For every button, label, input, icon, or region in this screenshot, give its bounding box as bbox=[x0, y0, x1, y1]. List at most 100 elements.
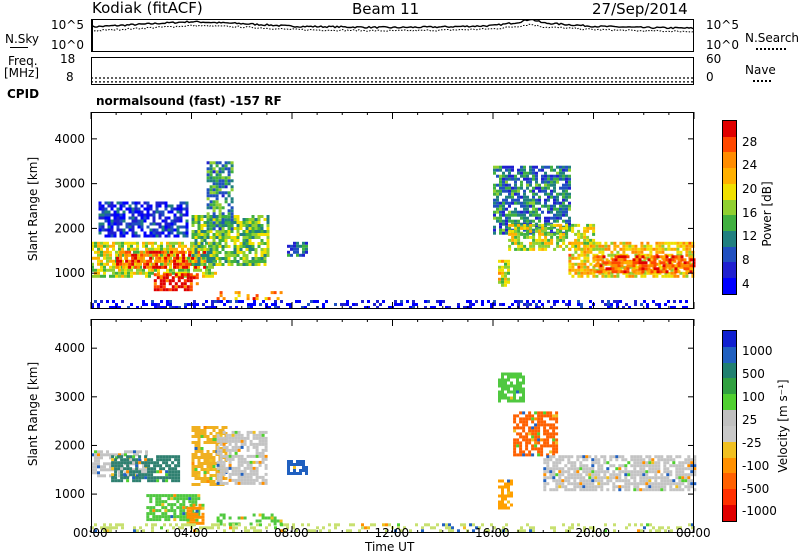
cell-4 bbox=[218, 206, 222, 210]
cell-2 bbox=[186, 273, 190, 277]
cell-0 bbox=[106, 253, 109, 257]
cell-9 bbox=[529, 219, 532, 223]
cell-2 bbox=[170, 509, 174, 513]
cell-5 bbox=[158, 234, 162, 238]
cell-7 bbox=[287, 469, 290, 472]
cell-9 bbox=[535, 165, 538, 169]
cell-13 bbox=[166, 300, 169, 303]
cell-10 bbox=[538, 247, 542, 251]
cell-9 bbox=[549, 417, 553, 421]
cell-0 bbox=[202, 274, 205, 278]
cell-3 bbox=[194, 248, 198, 251]
cell-3 bbox=[186, 506, 190, 510]
cell-9 bbox=[520, 183, 523, 187]
cell-1 bbox=[155, 262, 159, 266]
cell-11 bbox=[576, 467, 580, 471]
cell-6 bbox=[261, 439, 265, 443]
cell-9 bbox=[493, 168, 496, 172]
cell-0 bbox=[97, 250, 100, 254]
freq-left-tick-top: 18 bbox=[60, 52, 76, 66]
cell-1 bbox=[179, 250, 183, 254]
cell-9 bbox=[505, 216, 508, 220]
cell-11 bbox=[591, 482, 595, 486]
cell-11 bbox=[640, 244, 644, 248]
cell-10 bbox=[519, 396, 522, 400]
cell-4 bbox=[191, 459, 195, 462]
cell-13 bbox=[526, 306, 529, 309]
cell-2 bbox=[156, 273, 160, 277]
cell-0 bbox=[157, 253, 160, 257]
cell-12 bbox=[620, 255, 624, 259]
cell-10 bbox=[508, 247, 512, 251]
cell-11 bbox=[619, 253, 623, 257]
cell-11 bbox=[639, 455, 643, 459]
cell-9 bbox=[553, 180, 556, 184]
cell-4 bbox=[224, 191, 228, 195]
cell-6 bbox=[237, 472, 241, 476]
cell-12 bbox=[659, 255, 663, 259]
cell-4 bbox=[224, 185, 228, 189]
cell-3 bbox=[224, 254, 228, 257]
cell-12 bbox=[623, 258, 627, 262]
cell-11 bbox=[633, 461, 637, 465]
cell-3 bbox=[251, 227, 255, 230]
cell-12 bbox=[658, 526, 661, 530]
cell-13 bbox=[475, 300, 478, 303]
cell-5 bbox=[140, 204, 144, 208]
cell-5 bbox=[173, 207, 177, 211]
cell-12 bbox=[649, 529, 652, 533]
cell-3 bbox=[198, 506, 202, 510]
cell-11 bbox=[568, 247, 572, 251]
cell-0 bbox=[106, 250, 109, 254]
cell-9 bbox=[537, 438, 541, 442]
cell-9 bbox=[493, 165, 496, 169]
cell-4 bbox=[212, 435, 216, 438]
cell-2 bbox=[173, 509, 177, 513]
cell-4 bbox=[206, 188, 210, 192]
cell-11 bbox=[597, 470, 601, 474]
cell-11 bbox=[591, 461, 595, 465]
cell-11 bbox=[616, 274, 620, 278]
cell-5 bbox=[273, 519, 277, 523]
cell-4 bbox=[194, 447, 198, 450]
cell-5 bbox=[243, 516, 247, 520]
cell-10 bbox=[507, 396, 510, 400]
cell-4 bbox=[209, 480, 213, 483]
cell-11 bbox=[660, 482, 664, 486]
cell-8 bbox=[498, 494, 501, 498]
cell-11 bbox=[546, 482, 550, 486]
cell-3 bbox=[224, 260, 228, 263]
cell-6 bbox=[243, 472, 247, 476]
cell-1 bbox=[164, 262, 168, 266]
cell-12 bbox=[529, 529, 532, 533]
cell-9 bbox=[562, 198, 565, 202]
cell-11 bbox=[573, 476, 577, 480]
cell-11 bbox=[651, 488, 655, 492]
cell-4 bbox=[221, 224, 225, 228]
cell-0 bbox=[109, 244, 112, 248]
cell-6 bbox=[243, 436, 247, 440]
cell-1 bbox=[171, 470, 175, 474]
cell-9 bbox=[526, 198, 529, 202]
cell-3 bbox=[239, 227, 243, 230]
cell-0 bbox=[91, 274, 94, 278]
cell-12 bbox=[448, 526, 451, 530]
cell-7 bbox=[299, 460, 302, 463]
cell-4 bbox=[191, 468, 195, 471]
cell-8 bbox=[501, 506, 504, 510]
cell-13 bbox=[517, 300, 520, 303]
cell-9 bbox=[502, 198, 505, 202]
cell-3 bbox=[233, 242, 237, 245]
cell-2 bbox=[153, 282, 157, 286]
cell-11 bbox=[552, 467, 556, 471]
cell-13 bbox=[652, 300, 655, 303]
cell-9 bbox=[514, 189, 517, 193]
cell-11 bbox=[625, 244, 629, 248]
cell-11 bbox=[558, 485, 562, 489]
cell-11 bbox=[589, 262, 593, 266]
cell-2 bbox=[179, 494, 183, 498]
cell-6 bbox=[261, 448, 265, 452]
cell-0 bbox=[154, 241, 157, 245]
cell-1 bbox=[125, 253, 129, 257]
cell-9 bbox=[514, 192, 517, 196]
